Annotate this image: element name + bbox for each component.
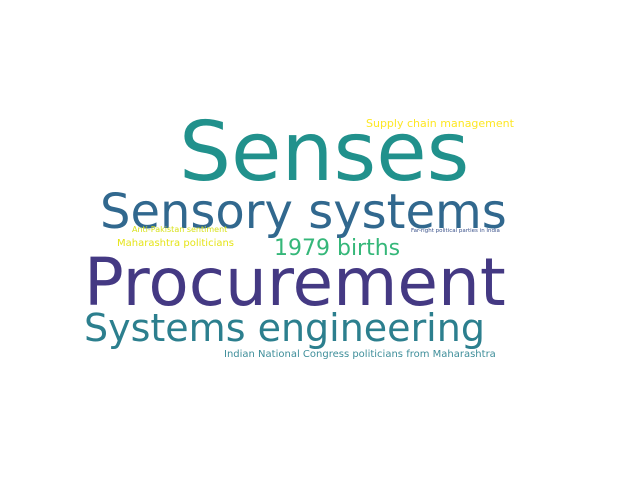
word-inc-politicians-maharashtra: Indian National Congress politicians fro… xyxy=(224,349,496,360)
word-senses: Senses xyxy=(179,105,470,200)
word-maharashtra-politicians: Maharashtra politicians xyxy=(117,238,235,249)
word-systems-engineering: Systems engineering xyxy=(84,306,485,350)
word-sensory-systems: Sensory systems xyxy=(100,184,507,240)
word-1979-births: 1979 births xyxy=(274,236,401,261)
word-anti-pakistan-sentiment: Anti-Pakistan sentiment xyxy=(132,225,228,234)
word-supply-chain-management: Supply chain management xyxy=(366,117,514,130)
word-procurement: Procurement xyxy=(84,244,506,321)
word-far-right-political-parties: Far-right political parties in India xyxy=(411,228,500,234)
